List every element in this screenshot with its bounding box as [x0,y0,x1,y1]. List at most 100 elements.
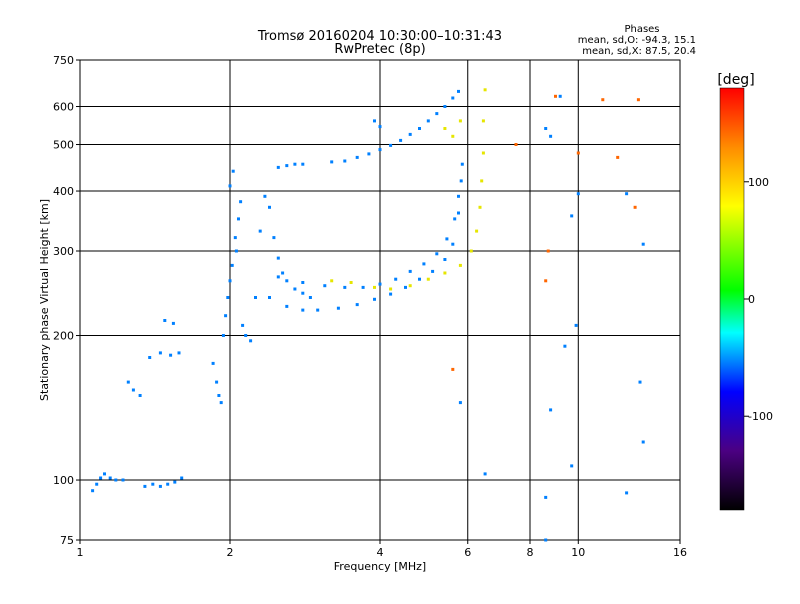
data-point [378,148,382,152]
chart-subtitle: RwPretec (8p) [334,42,425,57]
data-point [224,314,228,318]
x-tick-label: 8 [527,546,534,559]
data-point [458,401,462,405]
data-point [373,285,376,289]
data-point [481,119,485,123]
data-point [268,205,271,209]
data-point [544,127,548,130]
data-point [211,361,215,365]
stats-heading: Phases [624,24,659,35]
data-point [443,271,447,275]
x-axis-ticks: 1 2 4 6 8 10 16 [77,540,687,559]
x-tick-label: 4 [377,546,384,559]
data-point [625,491,629,495]
data-point [458,263,462,267]
data-point [483,88,487,92]
data-point [576,151,580,155]
data-point [95,482,99,486]
data-point [570,464,574,468]
data-point [514,143,518,146]
data-point [378,282,382,286]
data-point [281,271,285,275]
data-point [228,184,232,188]
data-point [158,484,162,488]
data-point [293,162,297,166]
y-tick-label: 200 [53,330,74,343]
data-point [457,194,460,198]
data-point [544,538,548,542]
data-point [330,160,334,164]
data-point [459,179,463,183]
data-point [148,356,152,359]
data-point [241,323,245,327]
colorbar-ticks: 100 0 -100 [744,176,773,423]
stats-line-o: mean, sd,O: -94.3, 15.1 [578,35,696,46]
data-point [226,296,230,299]
data-point [394,277,398,281]
data-point [458,119,462,123]
grid-lines [80,60,680,540]
chart-title: Tromsø 20160204 10:30:00–10:31:43 [257,29,502,44]
data-point [451,367,455,371]
data-point [285,164,289,168]
data-point [263,194,267,198]
data-point [554,94,557,98]
data-point [285,279,289,283]
data-point [480,179,484,183]
data-point [166,482,170,486]
data-point [91,489,95,493]
data-point [330,279,334,283]
data-point [616,155,620,159]
data-point [301,291,305,295]
data-point [574,323,578,327]
data-point [254,296,257,299]
data-point [268,296,271,299]
data-point [431,269,435,273]
data-point [143,484,147,488]
data-point [435,112,439,116]
data-point [171,321,175,325]
y-tick-label: 600 [53,101,74,114]
data-point [173,480,177,484]
y-tick-label: 75 [60,534,74,547]
data-point [163,319,167,322]
data-point [355,155,359,159]
data-point [451,96,455,100]
data-point [389,292,393,296]
data-point [633,205,637,209]
data-point [641,242,645,246]
data-point [231,169,235,173]
data-point [435,252,439,256]
data-point [361,285,365,289]
data-point [636,98,640,102]
data-point [151,482,155,486]
data-point [217,394,221,397]
data-point [355,303,359,307]
x-axis-label: Frequency [MHz] [334,560,426,573]
colorbar-tick-label: -100 [748,410,773,423]
data-point [177,351,181,355]
data-point [131,388,135,392]
data-point [570,214,574,218]
data-point [408,132,412,136]
data-point [399,138,403,142]
data-point [316,308,320,312]
y-tick-label: 500 [53,139,74,152]
data-point [638,380,642,384]
data-point [276,165,280,169]
data-point [180,476,184,480]
data-point [121,478,125,482]
data-point [408,269,412,273]
data-point [239,200,243,204]
y-tick-label: 400 [53,185,74,198]
data-point [426,119,430,123]
data-point [544,495,548,499]
data-point [343,285,347,289]
data-point [285,304,289,308]
data-point [389,287,393,291]
data-point [460,162,464,166]
data-point [475,229,479,233]
data-point [601,98,605,102]
data-point [349,281,353,284]
